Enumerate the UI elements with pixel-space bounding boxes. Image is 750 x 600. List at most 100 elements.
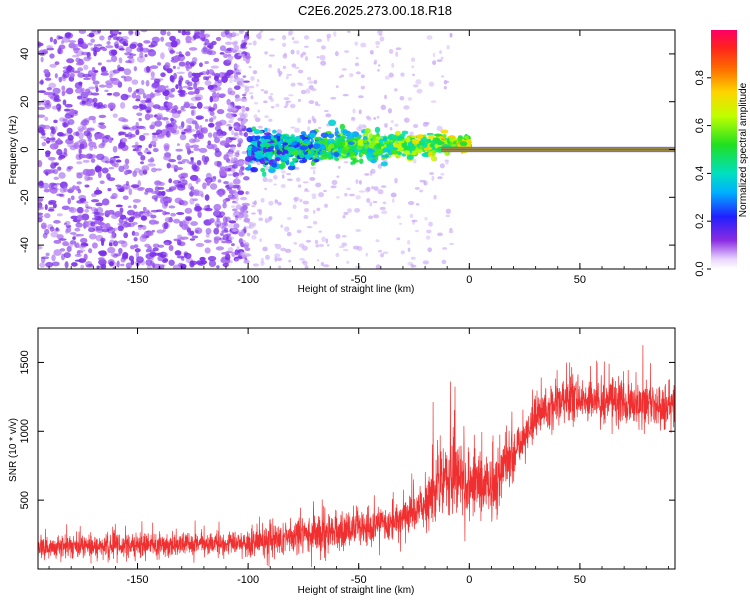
faint-dot — [234, 201, 239, 205]
noise-dot — [110, 252, 117, 258]
faint-dot — [348, 193, 356, 197]
noise-dot — [97, 62, 102, 66]
faint-dot — [256, 78, 260, 83]
noise-dot — [176, 71, 185, 75]
band-dot — [299, 152, 305, 159]
faint-dot — [318, 230, 322, 233]
noise-dot — [53, 119, 58, 124]
noise-dot — [38, 203, 42, 211]
noise-dot — [232, 178, 241, 185]
noise-dot — [85, 206, 93, 210]
faint-dot — [338, 165, 341, 169]
noise-dot — [126, 209, 136, 216]
noise-dot — [63, 222, 68, 226]
noise-dot — [38, 102, 42, 106]
noise-dot — [140, 30, 148, 33]
faint-dot — [407, 239, 411, 245]
faint-dot — [273, 175, 278, 180]
faint-dot — [341, 234, 347, 238]
faint-dot — [407, 200, 415, 206]
faint-dot — [246, 191, 251, 195]
noise-dot — [216, 92, 220, 98]
faint-dot — [242, 85, 246, 88]
faint-dot — [358, 123, 362, 130]
noise-dot — [145, 79, 150, 87]
noise-dot — [170, 117, 174, 122]
faint-dot — [424, 121, 430, 125]
noise-dot — [141, 79, 145, 86]
band-dot — [247, 164, 252, 169]
band-dot — [376, 142, 382, 149]
noise-dot — [68, 40, 77, 43]
faint-dot — [380, 104, 387, 111]
noise-dot — [174, 250, 182, 256]
band-dot — [251, 146, 259, 153]
faint-dot — [449, 228, 453, 231]
band-dot — [253, 128, 261, 135]
y-tick-label: 40 — [19, 48, 31, 60]
faint-dot — [228, 236, 235, 240]
noise-dot — [67, 134, 74, 141]
faint-dot — [384, 123, 388, 128]
noise-dot — [93, 70, 99, 73]
faint-dot — [248, 92, 254, 95]
band-dot — [263, 134, 272, 140]
noise-dot — [38, 197, 44, 202]
band-dot — [339, 123, 346, 130]
noise-dot — [51, 261, 60, 267]
noise-dot — [94, 215, 102, 221]
faint-dot — [303, 45, 309, 48]
band-dot — [410, 135, 417, 139]
noise-dot — [82, 168, 91, 176]
noise-dot — [166, 126, 175, 132]
noise-dot — [170, 164, 177, 169]
noise-dot — [46, 170, 54, 174]
faint-dot — [244, 253, 251, 257]
band-dot — [263, 152, 269, 157]
noise-dot — [214, 125, 221, 132]
noise-dot — [78, 194, 87, 201]
noise-dot — [212, 175, 217, 180]
colorbar: 0.0 0.2 0.4 0.6 0.8 Normalized spectral ampl… — [694, 30, 749, 277]
faint-dot — [449, 242, 455, 245]
noise-dot — [184, 129, 193, 134]
x-tick-label: 50 — [574, 274, 586, 286]
noise-dot — [144, 113, 151, 121]
noise-dot — [212, 115, 217, 120]
noise-dot — [139, 134, 146, 142]
band-dot — [328, 143, 335, 149]
faint-dot — [292, 204, 297, 210]
faint-dot — [313, 79, 318, 85]
noise-dot — [187, 71, 193, 79]
faint-dot — [253, 114, 258, 119]
noise-dot — [75, 172, 85, 175]
noise-dot — [66, 245, 72, 253]
noise-dot — [213, 86, 222, 91]
faint-dot — [274, 253, 281, 258]
band-dot — [401, 130, 409, 135]
faint-dot — [423, 180, 427, 186]
faint-dot — [441, 75, 445, 78]
noise-dot — [127, 205, 132, 209]
band-dot — [327, 133, 335, 139]
noise-dot — [105, 45, 114, 49]
noise-dot — [85, 153, 93, 160]
noise-dot — [196, 101, 203, 109]
noise-dot — [219, 45, 227, 52]
noise-dot — [40, 99, 48, 106]
band-dot — [296, 135, 301, 143]
noise-dot — [213, 237, 219, 244]
band-dot — [427, 134, 435, 140]
noise-dot — [185, 35, 192, 43]
noise-dot — [134, 167, 141, 173]
noise-dot — [137, 225, 142, 231]
faint-dot — [371, 186, 375, 190]
noise-dot — [80, 121, 88, 127]
noise-dot — [76, 200, 84, 204]
faint-dot — [242, 240, 247, 245]
noise-dot — [149, 124, 155, 130]
faint-dot — [248, 85, 255, 89]
noise-dot — [210, 65, 219, 69]
noise-dot — [204, 156, 210, 163]
